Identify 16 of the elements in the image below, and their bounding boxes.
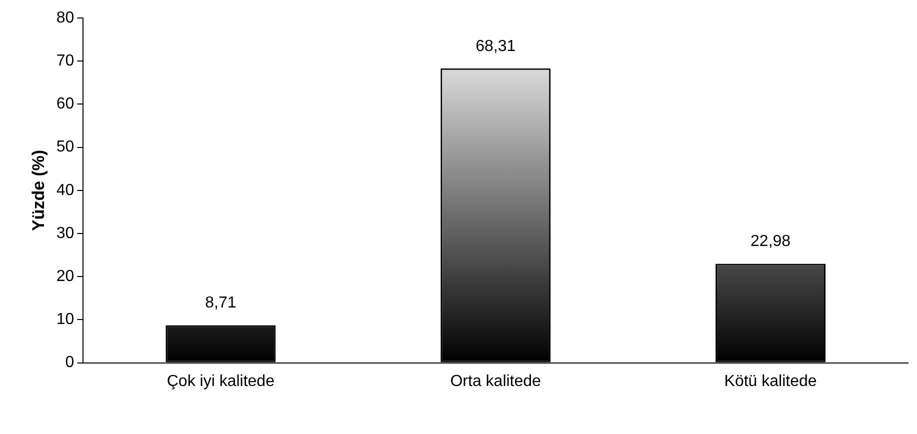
y-tick-label: 50 <box>56 138 74 156</box>
y-tick-label: 80 <box>56 9 74 26</box>
y-tick-label: 70 <box>56 52 74 70</box>
y-tick-label: 20 <box>56 268 74 286</box>
data-label: 68,31 <box>476 38 516 55</box>
x-tick-label: Çok iyi kalitede <box>166 372 275 390</box>
y-tick-label: 60 <box>56 96 74 113</box>
y-tick-label: 40 <box>56 182 74 199</box>
x-tick-label: Kötü kalitede <box>724 372 817 390</box>
y-axis-title: Yüzde (%) <box>28 150 48 232</box>
data-label: 22,98 <box>750 233 791 250</box>
y-tick-label: 10 <box>56 311 74 328</box>
y-tick-label: 0 <box>65 354 74 372</box>
x-tick-label: Orta kalitede <box>450 372 542 390</box>
data-label: 8,71 <box>205 294 236 312</box>
y-tick-label: 30 <box>56 224 74 242</box>
